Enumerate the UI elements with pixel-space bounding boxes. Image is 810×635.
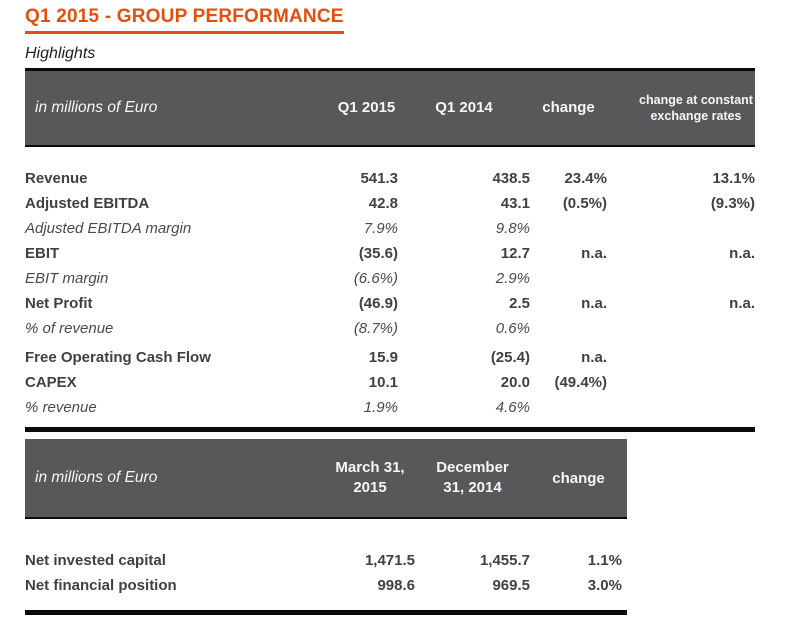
value-change-constant xyxy=(607,316,755,341)
value-q1-2015: 541.3 xyxy=(360,169,398,187)
unit-label: in millions of Euro xyxy=(35,469,158,486)
row-label: EBIT margin xyxy=(25,269,109,287)
financial-position-table-header: in millions of Euro March 31, 2015 Decem… xyxy=(25,439,627,518)
value-q1-2014: 2.5 xyxy=(509,294,530,312)
section-subtitle: Highlights xyxy=(25,45,96,62)
col-header-change: change xyxy=(552,469,605,487)
value-december-31-2014: 1,455.7 xyxy=(479,552,530,569)
value-change-constant xyxy=(607,345,755,370)
value-change xyxy=(530,316,607,341)
value-change: n.a. xyxy=(581,294,607,312)
unit-label: in millions of Euro xyxy=(35,98,158,116)
value-change-constant: n.a. xyxy=(729,294,755,312)
col-header-change: change xyxy=(542,99,595,117)
value-q1-2015: (8.7%) xyxy=(353,319,398,337)
value-march-31-2015: 1,471.5 xyxy=(364,552,415,569)
row-label: Net invested capital xyxy=(25,552,166,569)
value-q1-2014: 43.1 xyxy=(500,194,530,212)
row-label: Free Operating Cash Flow xyxy=(25,348,211,366)
value-q1-2015: 1.9% xyxy=(363,398,398,416)
performance-table-header: in millions of Euro Q1 2015 Q1 2014 chan… xyxy=(25,69,755,146)
table-row: Net invested capital 1,471.5 1,455.7 1.1… xyxy=(25,548,627,573)
performance-table: in millions of Euro Q1 2015 Q1 2014 chan… xyxy=(25,68,755,432)
value-change: n.a. xyxy=(581,244,607,262)
page-title: Q1 2015 - GROUP PERFORMANCE xyxy=(25,6,344,34)
table-row: EBIT (35.6) 12.7 n.a. n.a. xyxy=(25,241,755,266)
table-row: Adjusted EBITDA margin 7.9% 9.8% xyxy=(25,216,755,241)
value-change-constant xyxy=(607,266,755,291)
value-q1-2015: (46.9) xyxy=(358,294,398,312)
value-q1-2015: 42.8 xyxy=(368,194,398,212)
value-change xyxy=(530,216,607,241)
row-label: CAPEX xyxy=(25,373,77,391)
table-row: % revenue 1.9% 4.6% xyxy=(25,395,755,420)
col-header-q1-2015: Q1 2015 xyxy=(337,99,396,117)
value-change-constant: (9.3%) xyxy=(710,194,755,212)
value-change-constant: n.a. xyxy=(729,244,755,262)
row-label: Adjusted EBITDA xyxy=(25,194,150,212)
row-label: % revenue xyxy=(25,398,97,416)
col-header-change-constant: change at constant exchange rates xyxy=(639,92,753,123)
value-q1-2015: (6.6%) xyxy=(353,269,398,287)
value-q1-2014: 4.6% xyxy=(495,398,530,416)
row-label: EBIT xyxy=(25,244,60,262)
table-row: Net financial position 998.6 969.5 3.0% xyxy=(25,573,627,598)
table-row: CAPEX 10.1 20.0 (49.4%) xyxy=(25,370,755,395)
value-march-31-2015: 998.6 xyxy=(377,577,415,594)
col-header-q1-2014: Q1 2014 xyxy=(435,99,493,117)
col-header-march-31-2015: March 31, 2015 xyxy=(335,458,405,496)
value-change: 23.4% xyxy=(564,169,607,187)
table-row: Free Operating Cash Flow 15.9 (25.4) n.a… xyxy=(25,345,755,370)
value-change: (0.5%) xyxy=(562,194,607,212)
value-q1-2015: 10.1 xyxy=(368,373,398,391)
table-row: Net Profit (46.9) 2.5 n.a. n.a. xyxy=(25,291,755,316)
row-label: Net Profit xyxy=(25,294,93,312)
value-change-constant xyxy=(607,370,755,395)
value-q1-2014: 9.8% xyxy=(495,219,530,237)
table-row: EBIT margin (6.6%) 2.9% xyxy=(25,266,755,291)
value-change: n.a. xyxy=(581,348,607,366)
value-q1-2014: 20.0 xyxy=(500,373,530,391)
value-change: (49.4%) xyxy=(554,373,607,391)
table-row: Revenue 541.3 438.5 23.4% 13.1% xyxy=(25,166,755,191)
value-q1-2014: 0.6% xyxy=(495,319,530,337)
row-label: Revenue xyxy=(25,169,88,187)
table-row: % of revenue (8.7%) 0.6% xyxy=(25,316,755,341)
value-q1-2014: 438.5 xyxy=(492,169,530,187)
value-change-constant: 13.1% xyxy=(712,169,755,187)
value-change: 1.1% xyxy=(587,552,622,569)
value-change: 3.0% xyxy=(587,577,622,594)
value-q1-2014: (25.4) xyxy=(490,348,530,366)
financial-position-table: in millions of Euro March 31, 2015 Decem… xyxy=(25,439,627,615)
value-change xyxy=(530,266,607,291)
value-q1-2015: 7.9% xyxy=(363,219,398,237)
col-header-december-31-2014: December 31, 2014 xyxy=(436,458,509,496)
value-change xyxy=(530,395,607,420)
value-q1-2015: (35.6) xyxy=(358,244,398,262)
value-change-constant xyxy=(607,216,755,241)
row-label: Adjusted EBITDA margin xyxy=(25,219,192,237)
value-change-constant xyxy=(607,395,755,420)
report-page: Q1 2015 - GROUP PERFORMANCE Highlights i… xyxy=(25,6,755,615)
value-q1-2015: 15.9 xyxy=(368,348,398,366)
row-label: % of revenue xyxy=(25,319,114,337)
row-label: Net financial position xyxy=(25,577,177,594)
value-december-31-2014: 969.5 xyxy=(492,577,530,594)
value-q1-2014: 2.9% xyxy=(495,269,530,287)
value-q1-2014: 12.7 xyxy=(500,244,530,262)
table-row: Adjusted EBITDA 42.8 43.1 (0.5%) (9.3%) xyxy=(25,191,755,216)
